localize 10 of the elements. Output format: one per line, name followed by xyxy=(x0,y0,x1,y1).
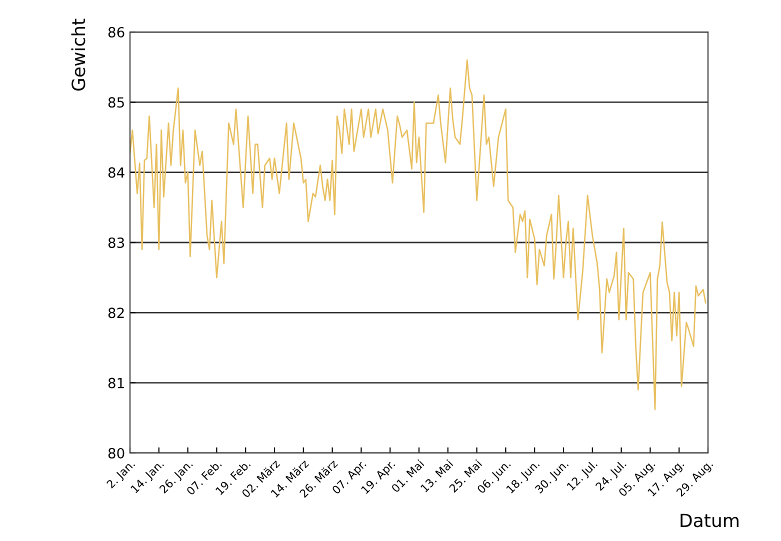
line-series xyxy=(130,59,706,410)
y-tick-label: 81 xyxy=(108,378,124,388)
y-tick-label: 85 xyxy=(108,97,124,108)
y-axis-title: Gewicht xyxy=(71,18,86,91)
y-tick-label: 80 xyxy=(108,448,124,458)
y-tick-label: 82 xyxy=(108,308,124,318)
y-tick-label: 83 xyxy=(108,237,124,248)
x-axis-title: Datum xyxy=(680,514,738,528)
y-tick-label: 86 xyxy=(108,26,124,38)
y-tick-label: 84 xyxy=(108,167,124,178)
